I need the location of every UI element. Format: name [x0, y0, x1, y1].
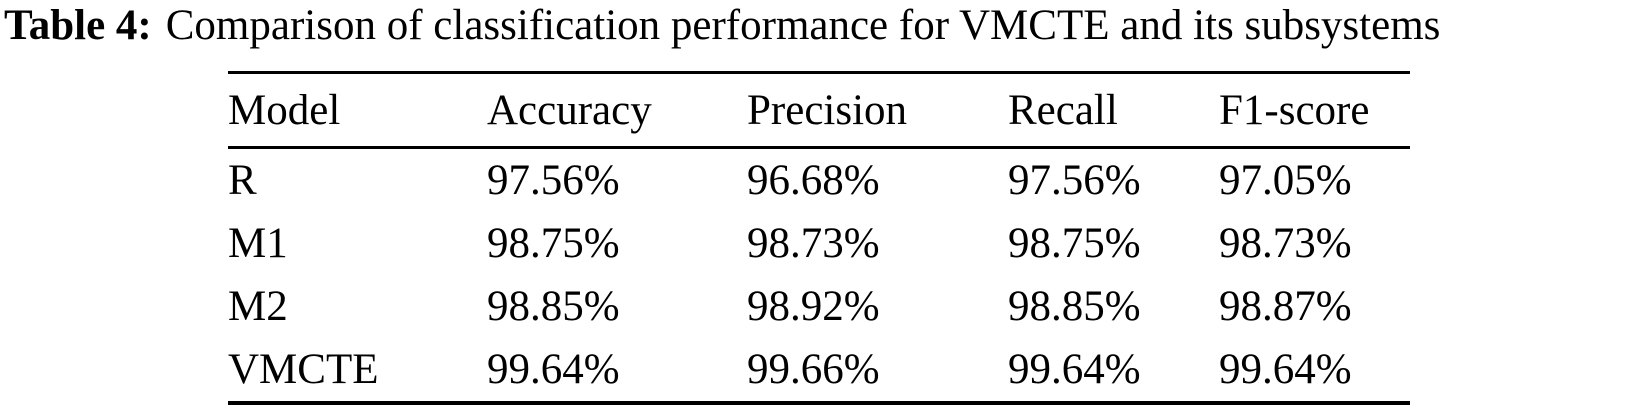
value-cell: 97.56%: [1008, 157, 1141, 204]
table-row: VMCTE 99.64% 99.66% 99.64% 99.64%: [228, 338, 1410, 403]
column-header-precision: Precision: [747, 72, 1008, 149]
caption-label: Table 4:: [4, 2, 152, 49]
value-cell: 99.64%: [487, 346, 620, 393]
results-table: Model Accuracy Precision Recall F1-score…: [228, 71, 1410, 405]
value-cell: 98.87%: [1219, 283, 1352, 330]
value-cell: 99.64%: [1219, 346, 1352, 393]
caption-text: Comparison of classification performance…: [165, 2, 1441, 49]
value-cell: 98.75%: [1008, 220, 1141, 267]
value-cell: 99.64%: [1008, 346, 1141, 393]
model-cell: VMCTE: [228, 346, 379, 393]
column-header-model: Model: [228, 72, 487, 149]
value-cell: 99.66%: [747, 346, 880, 393]
table-caption: Table 4: Comparison of classification per…: [4, 0, 1440, 52]
column-header-accuracy: Accuracy: [487, 72, 747, 149]
value-cell: 98.92%: [747, 283, 880, 330]
column-header-recall: Recall: [1008, 72, 1219, 149]
table-row: M2 98.85% 98.92% 98.85% 98.87%: [228, 275, 1410, 338]
model-cell: R: [228, 157, 257, 204]
value-cell: 98.85%: [1008, 283, 1141, 330]
value-cell: 98.73%: [1219, 220, 1352, 267]
value-cell: 98.75%: [487, 220, 620, 267]
value-cell: 97.05%: [1219, 157, 1352, 204]
table-row: M1 98.75% 98.73% 98.75% 98.73%: [228, 212, 1410, 275]
header-row: Model Accuracy Precision Recall F1-score: [228, 72, 1410, 149]
column-header-f1-score: F1-score: [1219, 72, 1410, 149]
value-cell: 98.73%: [747, 220, 880, 267]
value-cell: 96.68%: [747, 157, 880, 204]
model-cell: M1: [228, 220, 288, 267]
value-cell: 97.56%: [487, 157, 620, 204]
table-row: R 97.56% 96.68% 97.56% 97.05%: [228, 148, 1410, 213]
model-cell: M2: [228, 283, 288, 330]
value-cell: 98.85%: [487, 283, 620, 330]
